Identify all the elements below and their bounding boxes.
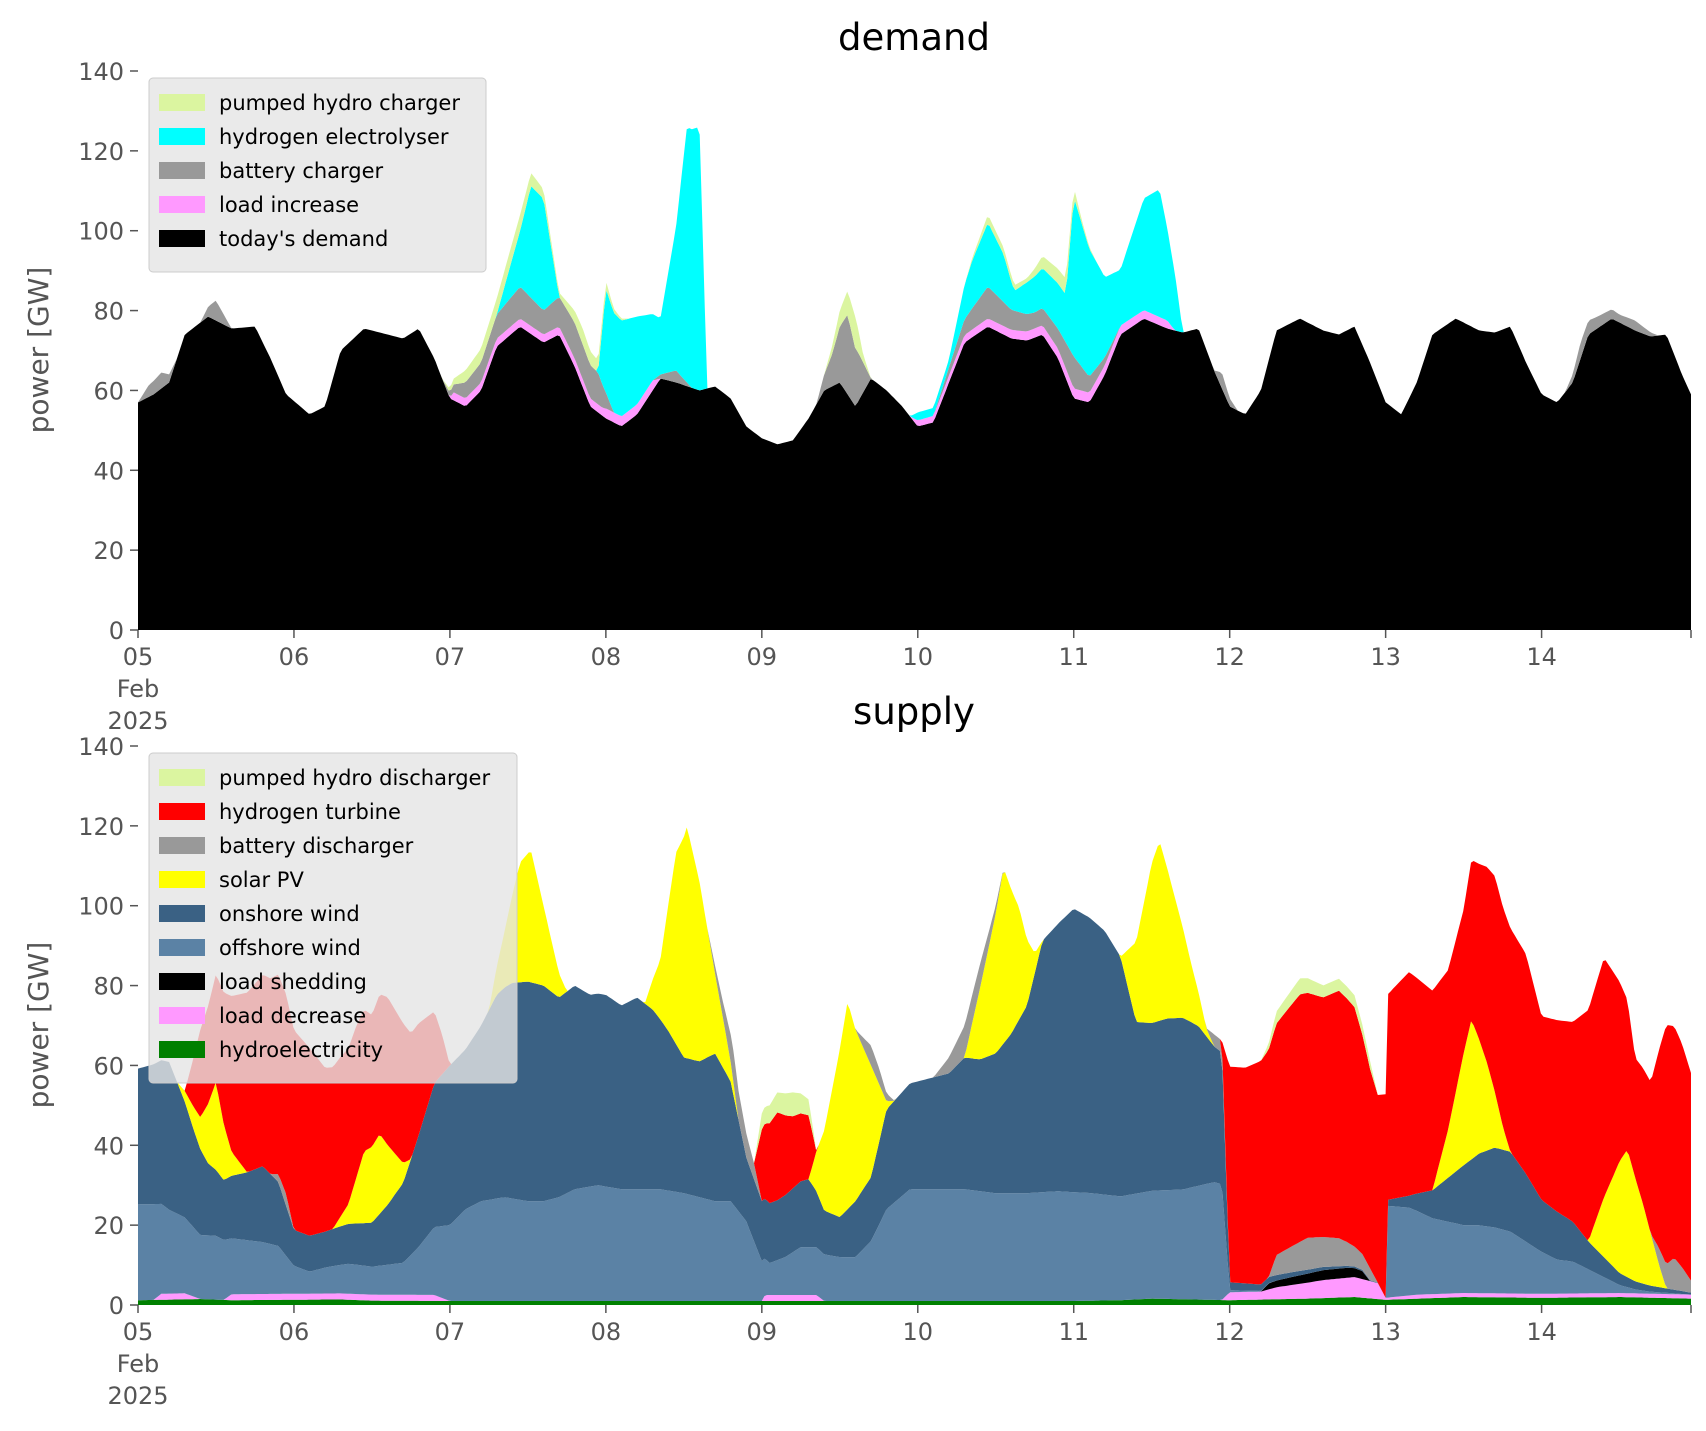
supply-area-hydrogen-turbine	[138, 827, 1691, 1298]
demand-legend-label-today-s-demand: today's demand	[219, 227, 388, 251]
supply-area-load-shedding	[138, 1267, 1691, 1301]
supply-series-layer	[138, 827, 1691, 1305]
demand-y-tick-label: 120	[78, 138, 124, 166]
demand-x-tick-label: 13	[1370, 643, 1401, 671]
supply-chart: 0 20 40 60 80 100 120 140 05 Feb 2025 06 07 08 09 10 11 1…	[22, 690, 1692, 1410]
demand-legend: pumped hydro charger hydrogen electrolyse…	[148, 77, 487, 273]
demand-y-tick-label: 40	[93, 457, 124, 485]
demand-legend-swatch-load-increase	[159, 196, 205, 213]
supply-y-tick-label: 60	[93, 1052, 124, 1080]
supply-x-tick-label: 11	[1058, 1318, 1089, 1346]
demand-y-tick-label: 20	[93, 537, 124, 565]
demand-legend-box	[148, 77, 487, 273]
demand-legend-label-pumped-hydro-charger: pumped hydro charger	[219, 91, 460, 115]
supply-x-tick-label: 09	[747, 1318, 778, 1346]
demand-y-tick-label: 0	[109, 617, 124, 645]
supply-y-tick-label: 140	[78, 733, 124, 761]
supply-x-tick-label: 10	[903, 1318, 934, 1346]
demand-legend-swatch-battery-charger	[159, 162, 205, 179]
supply-legend-swatch-offshore-wind	[159, 939, 205, 956]
demand-x-tick-label: 14	[1526, 643, 1557, 671]
demand-x-tick-label: 09	[747, 643, 778, 671]
demand-y-tick-label: 100	[78, 218, 124, 246]
demand-y-tick-label: 80	[93, 298, 124, 326]
supply-area-load-decrease	[138, 1277, 1691, 1301]
demand-axes: 0 20 40 60 80 100 120 140 05 Feb 2025 06 07 08 09 10 11 1…	[78, 58, 1692, 735]
supply-legend-label-onshore-wind: onshore wind	[219, 902, 360, 926]
supply-x-tick-label: 08	[591, 1318, 622, 1346]
demand-x-tick-label: 10	[903, 643, 934, 671]
demand-title: demand	[838, 16, 990, 59]
supply-legend-label-hydrogen-turbine: hydrogen turbine	[219, 800, 401, 824]
supply-x-tick-label: Feb	[117, 1350, 160, 1378]
demand-x-tick-label: 08	[591, 643, 622, 671]
demand-legend-swatch-hydrogen-electrolyser	[159, 128, 205, 145]
supply-y-axis-label: power [GW]	[22, 942, 55, 1109]
supply-legend-swatch-load-decrease	[159, 1007, 205, 1024]
demand-x-tick-label: 07	[435, 643, 466, 671]
demand-legend-label-load-increase: load increase	[219, 193, 359, 217]
demand-y-axis-label: power [GW]	[22, 267, 55, 434]
supply-legend: pumped hydro discharger hydrogen turbine b…	[148, 752, 518, 1084]
supply-legend-label-load-decrease: load decrease	[219, 1004, 366, 1028]
demand-x-tick-label: Feb	[117, 675, 160, 703]
supply-x-tick-label: 06	[279, 1318, 310, 1346]
supply-legend-swatch-solar-pv	[159, 871, 205, 888]
demand-area-hydrogen-electrolyser	[138, 127, 1691, 445]
demand-series-layer	[138, 127, 1691, 630]
supply-area-offshore-wind	[138, 1182, 1691, 1301]
supply-y-tick-label: 120	[78, 813, 124, 841]
demand-x-tick-label: 06	[279, 643, 310, 671]
demand-area-today-s-demand	[138, 316, 1691, 630]
demand-legend-swatch-pumped-hydro-charger	[159, 94, 205, 111]
supply-x-tick-label: 2025	[107, 1382, 168, 1410]
demand-legend-label-hydrogen-electrolyser: hydrogen electrolyser	[219, 125, 449, 149]
supply-axes: 0 20 40 60 80 100 120 140 05 Feb 2025 06 07 08 09 10 11 1…	[78, 733, 1692, 1410]
demand-x-tick-label: 2025	[107, 707, 168, 735]
supply-legend-swatch-load-shedding	[159, 973, 205, 990]
supply-x-tick-label: 05	[123, 1318, 154, 1346]
supply-legend-label-hydroelectricity: hydroelectricity	[219, 1038, 383, 1062]
supply-legend-label-offshore-wind: offshore wind	[219, 936, 361, 960]
supply-title: supply	[853, 690, 975, 733]
supply-legend-swatch-battery-discharger	[159, 837, 205, 854]
demand-x-tick-label: 11	[1058, 643, 1089, 671]
demand-legend-label-battery-charger: battery charger	[219, 159, 384, 183]
supply-area-onshore-wind	[138, 909, 1691, 1298]
demand-chart: 0 20 40 60 80 100 120 140 05 Feb 2025 06 07 08 09 10 11 1…	[22, 16, 1692, 735]
supply-x-tick-label: 12	[1214, 1318, 1245, 1346]
supply-y-tick-label: 0	[109, 1292, 124, 1320]
supply-legend-label-load-shedding: load shedding	[219, 970, 367, 994]
supply-y-tick-label: 100	[78, 893, 124, 921]
supply-legend-label-pumped-hydro-discharger: pumped hydro discharger	[219, 766, 490, 790]
supply-legend-swatch-hydrogen-turbine	[159, 803, 205, 820]
supply-y-tick-label: 80	[93, 973, 124, 1001]
demand-x-tick-label: 05	[123, 643, 154, 671]
supply-legend-label-battery-discharger: battery discharger	[219, 834, 414, 858]
supply-legend-swatch-onshore-wind	[159, 905, 205, 922]
supply-legend-swatch-hydroelectricity	[159, 1041, 205, 1058]
demand-y-tick-label: 60	[93, 377, 124, 405]
demand-y-tick-label: 140	[78, 58, 124, 86]
supply-legend-box	[148, 752, 518, 1084]
supply-x-tick-label: 07	[435, 1318, 466, 1346]
supply-legend-label-solar-pv: solar PV	[219, 868, 304, 892]
supply-x-tick-label: 14	[1526, 1318, 1557, 1346]
supply-area-solar-pv	[138, 827, 1691, 1298]
supply-x-tick-label: 13	[1370, 1318, 1401, 1346]
supply-y-tick-label: 20	[93, 1212, 124, 1240]
demand-x-tick-label: 12	[1214, 643, 1245, 671]
supply-y-tick-label: 40	[93, 1132, 124, 1160]
demand-legend-swatch-today-s-demand	[159, 230, 205, 247]
supply-legend-swatch-pumped-hydro-discharger	[159, 769, 205, 786]
